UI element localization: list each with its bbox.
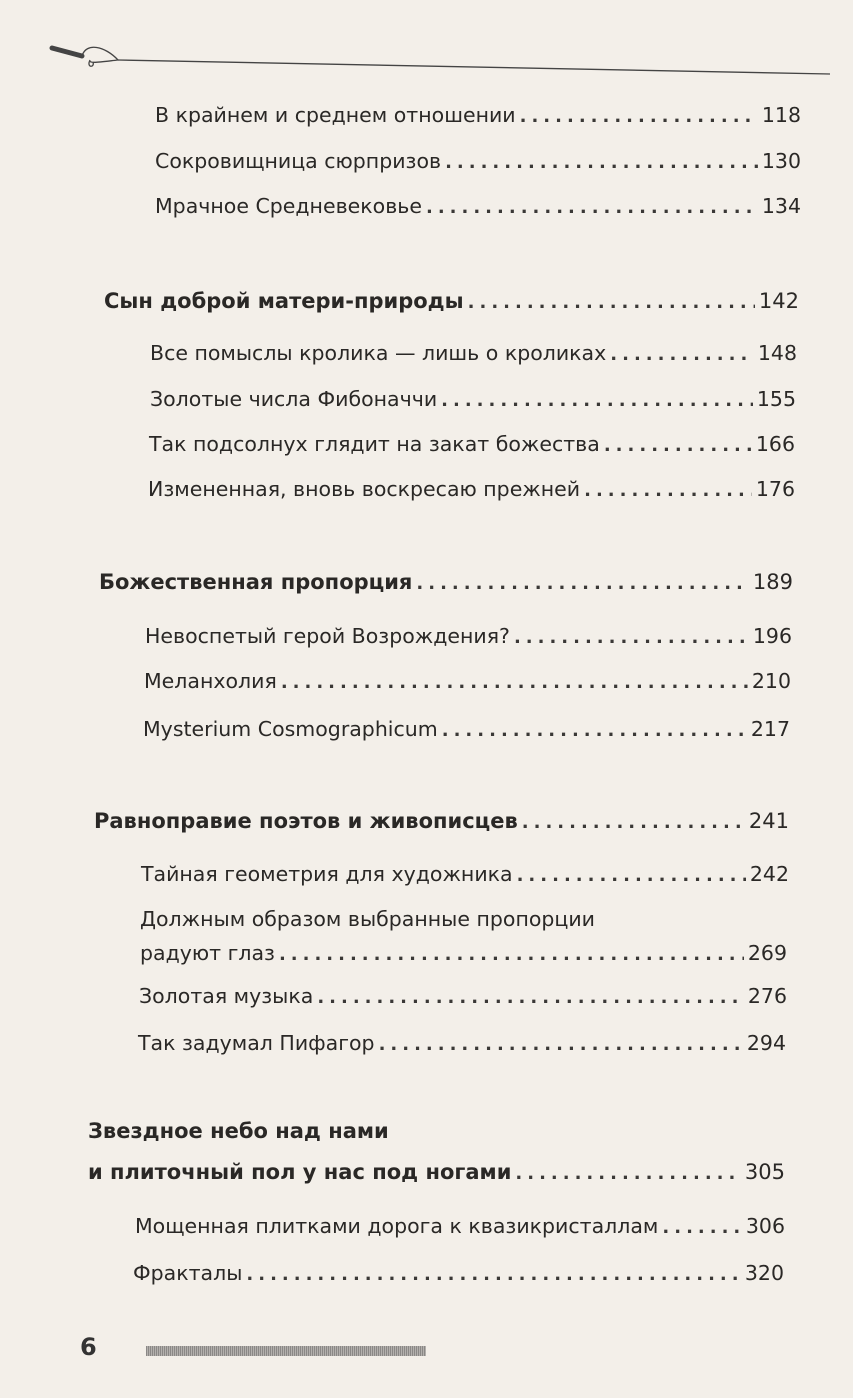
- toc-section-entry: Мрачное Средневековье...................…: [155, 191, 801, 223]
- toc-page-number: 176: [755, 477, 795, 501]
- toc-entry-title: Измененная, вновь воскресаю прежней: [148, 477, 581, 501]
- toc-entry-title: Сокровищница сюрпризов: [155, 149, 442, 173]
- dot-leader: ........................................…: [425, 197, 758, 218]
- dot-leader: ........................................…: [662, 1217, 742, 1238]
- toc-section-entry: Все помыслы кролика — лишь о кроликах...…: [150, 338, 797, 370]
- toc-page-number: 217: [750, 717, 790, 741]
- dot-leader: ........................................…: [610, 344, 754, 365]
- toc-page-number: 155: [756, 387, 796, 411]
- dot-leader: ........................................…: [584, 480, 752, 501]
- toc-entry-title: Божественная пропорция: [99, 570, 413, 594]
- toc-page-number: 320: [744, 1261, 784, 1285]
- toc-entry-title: Мощенная плитками дорога к квазикристалл…: [135, 1214, 659, 1238]
- toc-entry-title: Фракталы: [133, 1261, 243, 1285]
- toc-chapter-entry: и плиточный пол у нас под ногами........…: [88, 1157, 785, 1189]
- toc-section-entry: Золотая музыка..........................…: [139, 981, 787, 1013]
- toc-chapter-entry: Божественная пропорция..................…: [99, 567, 793, 599]
- toc-section-entry: радуют глаз.............................…: [140, 938, 787, 970]
- dot-leader: ........................................…: [521, 812, 745, 833]
- toc-page-number: 130: [761, 149, 801, 173]
- dot-leader: ........................................…: [515, 1163, 741, 1184]
- toc-page-number: 305: [744, 1160, 785, 1184]
- toc-page-number: 242: [749, 862, 789, 886]
- toc-page-number: 269: [747, 941, 787, 965]
- toc-section-entry: Так задумал Пифагор.....................…: [138, 1028, 786, 1060]
- toc-page-number: 118: [761, 103, 801, 127]
- toc-entry-title: Тайная геометрия для художника: [141, 862, 513, 886]
- toc-entry-title: Все помыслы кролика — лишь о кроликах: [150, 341, 607, 365]
- toc-chapter-entry: Сын доброй матери-природы...............…: [104, 286, 799, 318]
- toc-section-entry: Так подсолнух глядит на закат божества..…: [149, 429, 795, 461]
- dot-leader: ........................................…: [603, 435, 752, 456]
- dot-leader: ........................................…: [278, 944, 744, 965]
- toc-page-number: 142: [758, 289, 799, 313]
- toc-entry-title: Так подсолнух глядит на закат божества: [149, 432, 600, 456]
- toc-entry-title: Золотые числа Фибоначчи: [150, 387, 438, 411]
- dot-leader: ........................................…: [416, 573, 749, 594]
- toc-section-entry: Меланхолия..............................…: [144, 666, 791, 698]
- toc-page-number: 189: [752, 570, 793, 594]
- dot-leader: ........................................…: [246, 1264, 740, 1285]
- toc-chapter-entry: Равноправие поэтов и живописцев.........…: [94, 806, 789, 838]
- toc-section-entry: Измененная, вновь воскресаю прежней.....…: [148, 474, 795, 506]
- page-number: 6: [80, 1333, 97, 1361]
- dot-leader: ........................................…: [317, 987, 744, 1008]
- toc-page-number: 166: [755, 432, 795, 456]
- toc-page-number: 196: [752, 624, 792, 648]
- footer-bar: [146, 1346, 426, 1356]
- toc-entry-title: и плиточный пол у нас под ногами: [88, 1160, 512, 1184]
- dot-leader: ........................................…: [513, 627, 749, 648]
- toc-section-entry: В крайнем и среднем отношении...........…: [155, 100, 801, 132]
- toc-section-entry: Тайная геометрия для художника..........…: [141, 859, 789, 891]
- dot-leader: ........................................…: [516, 865, 746, 886]
- toc-entry-title-line1: Должным образом выбранные пропорции: [140, 907, 596, 931]
- header-ornament: [49, 45, 831, 75]
- dot-leader: ........................................…: [441, 390, 753, 411]
- dot-leader: ........................................…: [441, 720, 747, 741]
- toc-page-number: 294: [746, 1031, 786, 1055]
- dot-leader: ........................................…: [519, 106, 758, 127]
- toc-page-number: 241: [748, 809, 789, 833]
- toc-entry-title: В крайнем и среднем отношении: [155, 103, 516, 127]
- toc-section-entry: Mysterium Cosmographicum................…: [143, 714, 790, 746]
- toc-entry-title: Невоспетый герой Возрождения?: [145, 624, 510, 648]
- toc-page-number: 148: [757, 341, 797, 365]
- dot-leader: ........................................…: [280, 672, 748, 693]
- dot-leader: ........................................…: [378, 1034, 743, 1055]
- toc-entry-title-line1: Звездное небо над нами: [88, 1119, 389, 1143]
- toc-section-entry: Сокровищница сюрпризов..................…: [155, 146, 801, 178]
- toc-entry-title: Сын доброй матери-природы: [104, 289, 464, 313]
- toc-section-entry: Фракталы................................…: [133, 1258, 784, 1290]
- toc-entry-title: Меланхолия: [144, 669, 277, 693]
- toc-section-entry: Невоспетый герой Возрождения?...........…: [145, 621, 792, 653]
- dot-leader: ........................................…: [467, 292, 755, 313]
- toc-entry-title: Золотая музыка: [139, 984, 314, 1008]
- toc-entry-title: Равноправие поэтов и живописцев: [94, 809, 518, 833]
- toc-page-number: 276: [747, 984, 787, 1008]
- toc-page-number: 306: [745, 1214, 785, 1238]
- toc-entry-title: Так задумал Пифагор: [138, 1031, 375, 1055]
- toc-entry-title: радуют глаз: [140, 941, 275, 965]
- toc-entry-title: Мрачное Средневековье: [155, 194, 422, 218]
- toc-page-number: 134: [761, 194, 801, 218]
- toc-page-number: 210: [751, 669, 791, 693]
- toc-section-entry: Золотые числа Фибоначчи.................…: [150, 384, 796, 416]
- toc-section-entry: Мощенная плитками дорога к квазикристалл…: [135, 1211, 785, 1243]
- dot-leader: ........................................…: [445, 152, 758, 173]
- toc-entry-title: Mysterium Cosmographicum: [143, 717, 438, 741]
